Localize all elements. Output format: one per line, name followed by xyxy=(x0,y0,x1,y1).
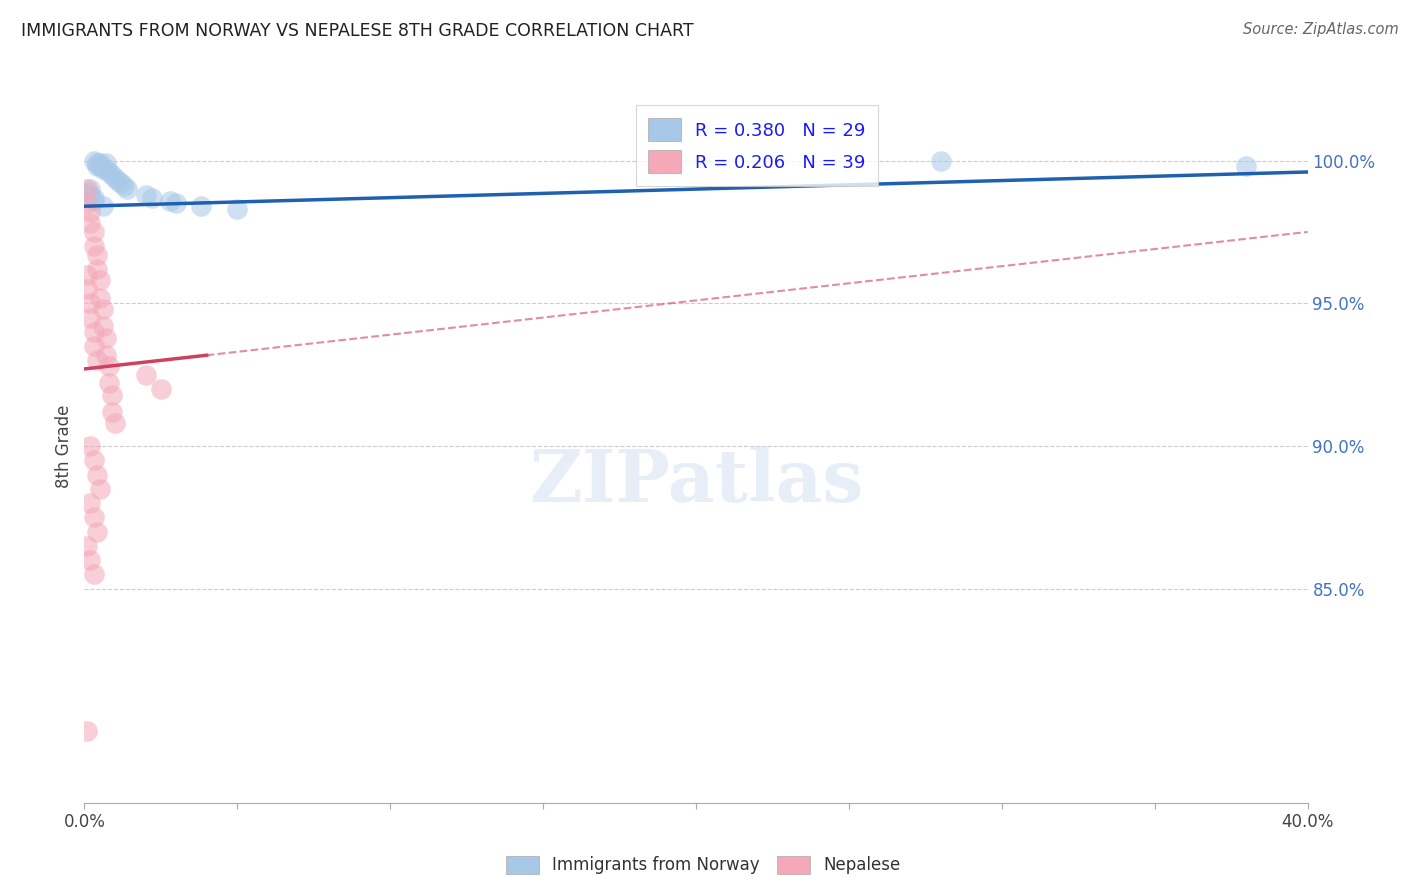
Point xyxy=(83,191,105,205)
Point xyxy=(86,262,108,277)
Point xyxy=(79,439,101,453)
Point xyxy=(83,339,105,353)
Point xyxy=(104,170,127,185)
Point xyxy=(86,524,108,539)
Point xyxy=(76,268,98,282)
Point xyxy=(112,179,135,194)
Point xyxy=(86,467,108,482)
Point xyxy=(190,199,212,213)
Point xyxy=(79,216,101,230)
Point xyxy=(83,453,105,467)
Legend: Immigrants from Norway, Nepalese: Immigrants from Norway, Nepalese xyxy=(501,851,905,880)
Point xyxy=(86,159,108,173)
Point xyxy=(91,319,114,334)
Point xyxy=(1236,159,1258,173)
Point xyxy=(94,330,117,344)
Point xyxy=(94,348,117,362)
Point xyxy=(83,567,105,582)
Point xyxy=(104,416,127,430)
Point xyxy=(86,248,108,262)
Point xyxy=(94,156,117,170)
Point xyxy=(101,405,124,419)
Text: IMMIGRANTS FROM NORWAY VS NEPALESE 8TH GRADE CORRELATION CHART: IMMIGRANTS FROM NORWAY VS NEPALESE 8TH G… xyxy=(21,22,693,40)
Point xyxy=(226,202,249,216)
Point xyxy=(89,291,111,305)
Point xyxy=(79,187,101,202)
Point xyxy=(107,173,129,187)
Point xyxy=(101,387,124,401)
Point xyxy=(94,162,117,177)
Point xyxy=(89,482,111,496)
Point xyxy=(89,156,111,170)
Point xyxy=(79,296,101,310)
Point xyxy=(135,368,157,382)
Point xyxy=(83,510,105,524)
Point xyxy=(101,168,124,182)
Point xyxy=(159,194,181,208)
Point xyxy=(91,162,114,177)
Point xyxy=(76,185,98,199)
Point xyxy=(79,182,101,196)
Text: ZIPatlas: ZIPatlas xyxy=(529,446,863,517)
Point xyxy=(86,156,108,170)
Point xyxy=(97,376,120,391)
Point xyxy=(89,273,111,287)
Point xyxy=(76,196,98,211)
Legend: R = 0.380   N = 29, R = 0.206   N = 39: R = 0.380 N = 29, R = 0.206 N = 39 xyxy=(636,105,879,186)
Point xyxy=(149,382,172,396)
Point xyxy=(115,182,138,196)
Point xyxy=(83,194,105,208)
Point xyxy=(76,282,98,296)
Point xyxy=(91,301,114,316)
Point xyxy=(76,724,98,739)
Point xyxy=(83,153,105,168)
Point xyxy=(83,325,105,339)
Point xyxy=(79,310,101,325)
Point xyxy=(135,187,157,202)
Text: Source: ZipAtlas.com: Source: ZipAtlas.com xyxy=(1243,22,1399,37)
Point xyxy=(141,191,163,205)
Y-axis label: 8th Grade: 8th Grade xyxy=(55,404,73,488)
Point xyxy=(165,196,187,211)
Point xyxy=(76,539,98,553)
Point xyxy=(76,182,98,196)
Point xyxy=(86,353,108,368)
Point xyxy=(91,199,114,213)
Point xyxy=(79,205,101,219)
Point xyxy=(83,239,105,253)
Point xyxy=(929,153,952,168)
Point xyxy=(79,496,101,510)
Point xyxy=(110,177,132,191)
Point xyxy=(83,225,105,239)
Point xyxy=(97,165,120,179)
Point xyxy=(89,159,111,173)
Point xyxy=(97,359,120,373)
Point xyxy=(79,553,101,567)
